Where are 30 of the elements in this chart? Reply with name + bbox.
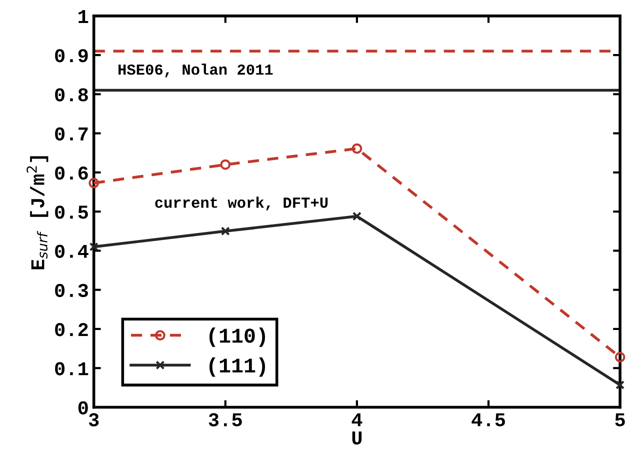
point	[89, 242, 98, 252]
y-tick-label: 0.4	[55, 244, 88, 258]
y-tick-label: 0.9	[55, 49, 88, 62]
annotation: HSE06, Nolan 2011	[118, 64, 273, 78]
y-tick-label: 1	[78, 10, 88, 23]
point	[614, 352, 626, 362]
y-tick-label: 0.8	[55, 88, 88, 102]
y-tick-label: 0.7	[55, 127, 88, 141]
point	[352, 143, 362, 154]
x-tick-label: 3.5	[208, 413, 242, 426]
point	[88, 178, 100, 188]
x-axis-title: U	[352, 431, 362, 444]
y-tick-label: 0.6	[55, 166, 88, 180]
point	[220, 226, 230, 236]
y-tick-label: 0.1	[55, 362, 88, 376]
x-tick-label: 4	[352, 413, 362, 426]
legend-label: (111)	[210, 357, 266, 377]
point	[220, 159, 231, 170]
x-tick-label: 4.5	[472, 413, 505, 426]
point	[616, 380, 625, 390]
annotation: current work, DFT+U	[155, 196, 328, 210]
y-axis-title: E$_{surf}$ [J/m$^{2}$]	[26, 156, 48, 270]
y-tick-label: 0.2	[55, 323, 88, 336]
point	[352, 212, 362, 221]
legend-label: (110)	[210, 327, 266, 347]
y-tick-label: 0	[78, 401, 88, 414]
y-tick-label: 0.3	[55, 284, 88, 298]
y-tick-label: 0.5	[55, 206, 88, 219]
x-tick-label: 5	[615, 413, 625, 426]
x-tick-label: 3	[88, 413, 99, 426]
